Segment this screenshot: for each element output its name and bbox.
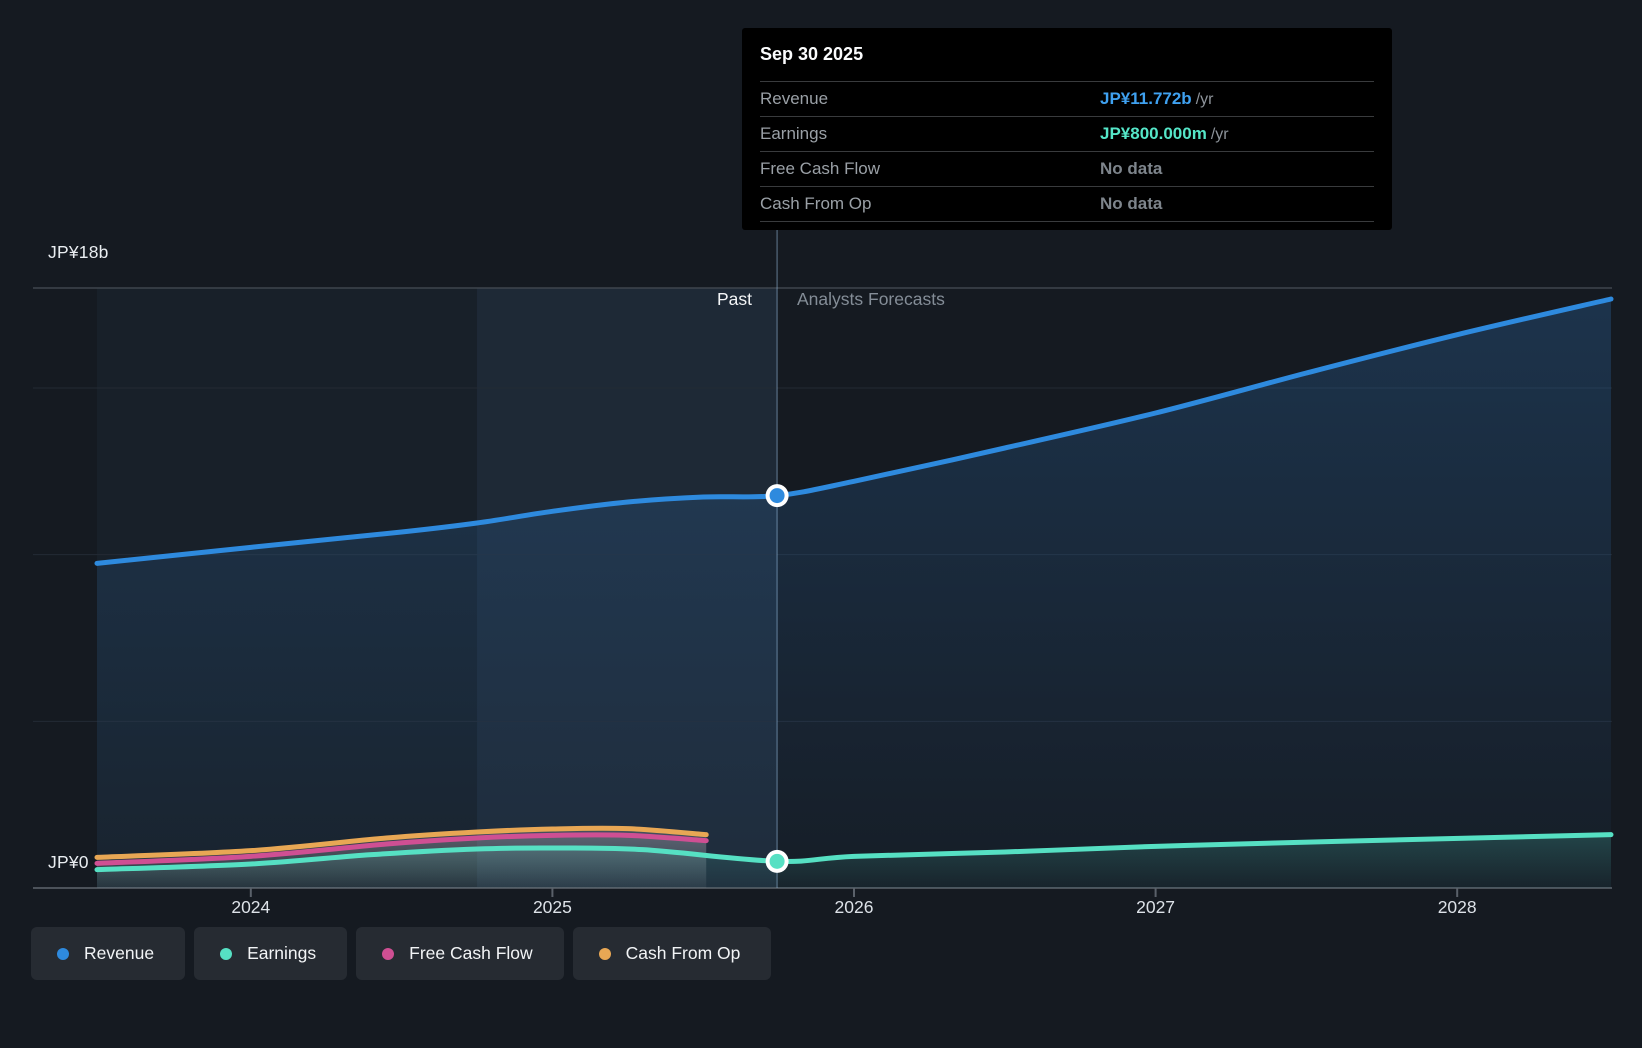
x-tick-2024: 2024 — [231, 897, 271, 917]
x-tick-2026: 2026 — [834, 897, 874, 917]
y-axis-top-label: JP¥18b — [48, 242, 109, 262]
tooltip-cashop-label: Cash From Op — [760, 194, 872, 213]
free-cash-flow-dot-icon — [382, 947, 395, 960]
tooltip-earnings-label: Earnings — [760, 124, 828, 143]
y-axis-zero-label: JP¥0 — [48, 852, 89, 872]
tooltip-cashop-value: No data — [1100, 194, 1163, 213]
analysts-forecasts-label: Analysts Forecasts — [797, 289, 945, 309]
x-tick-2025: 2025 — [532, 897, 572, 917]
tooltip-fcf-label: Free Cash Flow — [760, 159, 880, 178]
legend-item-earnings[interactable]: Earnings — [194, 927, 348, 980]
cash-from-op-dot-icon — [598, 947, 611, 960]
chart-legend: Revenue Earnings Free Cash Flow Cash Fro… — [31, 927, 772, 980]
tooltip-row-revenue: Revenue JP¥11.772b/yr — [760, 81, 1374, 116]
chart-tooltip: Sep 30 2025 Revenue JP¥11.772b/yr Earnin… — [742, 28, 1392, 230]
legend-item-revenue[interactable]: Revenue — [31, 927, 186, 980]
x-tick-2027: 2027 — [1136, 897, 1176, 917]
tooltip-row-cashop: Cash From Op No data — [760, 186, 1374, 222]
legend-item-free-cash-flow[interactable]: Free Cash Flow — [356, 927, 564, 980]
tooltip-date: Sep 30 2025 — [760, 44, 864, 64]
tooltip-row-earnings: Earnings JP¥800.000m/yr — [760, 116, 1374, 151]
tooltip-revenue-label: Revenue — [760, 89, 829, 108]
legend-item-cash-from-op[interactable]: Cash From Op — [572, 927, 772, 980]
revenue-dot-icon — [57, 947, 69, 960]
tooltip-earnings-value: JP¥800.000m/yr — [1100, 124, 1229, 143]
x-tick-2028: 2028 — [1437, 897, 1477, 917]
earnings-dot-icon — [220, 947, 233, 960]
tooltip-fcf-value: No data — [1100, 159, 1163, 178]
tooltip-row-fcf: Free Cash Flow No data — [760, 151, 1374, 186]
tooltip-revenue-value: JP¥11.772b/yr — [1100, 89, 1214, 108]
past-label: Past — [716, 289, 752, 309]
